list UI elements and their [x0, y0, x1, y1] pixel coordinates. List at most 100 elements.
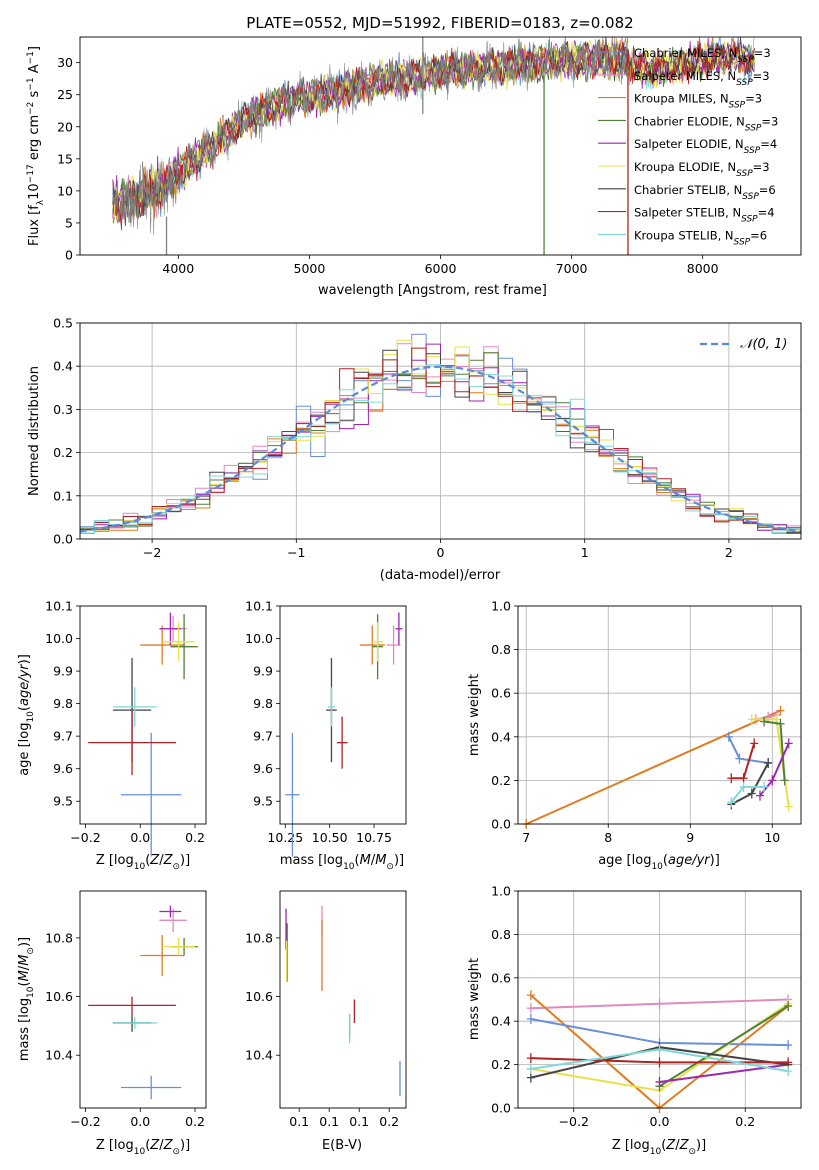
label-segment: Z [163, 853, 174, 868]
label-segment: ( [661, 1138, 666, 1153]
tick-label-x: 10.75 [356, 830, 392, 845]
y-axis-label: Normed distribution [27, 366, 42, 496]
tick-label-x: 2 [725, 545, 733, 560]
label-segment: Kroupa STELIB, N [634, 228, 734, 242]
tick-label-y: 15 [57, 151, 73, 166]
tick-label-y: 9.5 [53, 794, 73, 809]
weight-line [763, 720, 786, 781]
axes-frame [79, 36, 802, 256]
tick-label-y: 10.6 [45, 989, 73, 1004]
tick-label-x: 0 [437, 545, 445, 560]
label-segment: / [17, 965, 32, 970]
tick-label-y: 10.1 [245, 599, 273, 614]
x-axis-label: wavelength [Angstrom, rest frame] [318, 283, 547, 298]
plot-area [112, 37, 755, 255]
axes-frame [79, 322, 802, 540]
label-segment: Z [log [96, 853, 134, 868]
label-segment: =3 [745, 92, 762, 106]
label-segment: Chabrier ELODIE, N [634, 114, 745, 128]
label-segment: ⊙ [688, 1147, 696, 1157]
tick-label-x: 10.50 [312, 830, 348, 845]
tick-label-x: 10.25 [267, 830, 303, 845]
label-segment: age/yr [17, 663, 32, 706]
weight-marker [735, 753, 744, 764]
axes-frame [279, 605, 407, 825]
tick-label-x: 0.0 [650, 1114, 670, 1129]
weight-marker [526, 990, 535, 1001]
panel-spectrum: 4000 5000 6000 7000 8000 0 5 10 15 20 25 30 Chabrier… [26, 36, 802, 298]
label-segment: / [371, 853, 376, 868]
label-segment: ⊙ [26, 947, 36, 955]
label-segment: M [360, 853, 371, 868]
panel-residuals: −2 −1 0 1 2 0.0 0.1 0.2 0.3 0.4 0.5 𝒩(0, 1) (data-mo… [27, 316, 802, 583]
weight-marker [727, 797, 736, 808]
tick-label-y: 0.6 [491, 686, 511, 701]
legend-label: Chabrier STELIB, NSSP=6 [634, 183, 776, 202]
label-segment: s [27, 90, 42, 101]
label-segment: )] [180, 853, 190, 868]
label-segment: 10 [27, 183, 42, 200]
label-segment: SSP [737, 55, 754, 65]
legend-label: Chabrier MILES, NSSP=3 [634, 46, 771, 65]
legend-label: Salpeter MILES, NSSP=3 [634, 69, 770, 88]
tick-label-x: 0.0 [130, 830, 150, 845]
x-axis-label: E(B-V) [322, 1138, 362, 1153]
x-axis-label: Z [log10(Z/Z⊙)] [96, 1138, 190, 1157]
legend-label: Kroupa ELODIE, NSSP=3 [634, 160, 770, 179]
weight-marker [526, 1072, 535, 1083]
tick-label-y: 9.9 [53, 664, 73, 679]
tick-label-y: 9.6 [253, 761, 273, 776]
tick-label-y: 0.5 [53, 316, 73, 331]
label-segment: −2 [26, 102, 36, 115]
figure-title: PLATE=0552, MJD=51992, FIBERID=0183, z=0… [246, 14, 633, 32]
label-segment: age/yr [668, 853, 711, 868]
tick-label-y: 9.5 [253, 794, 273, 809]
weight-marker [655, 1057, 664, 1068]
label-segment: =6 [759, 183, 776, 197]
tick-label-x: −2 [143, 545, 161, 560]
label-segment: Salpeter STELIB, N [634, 206, 741, 220]
tick-label-x: 4000 [162, 261, 194, 276]
label-segment: ( [145, 853, 150, 868]
tick-label-y: 10.8 [45, 930, 73, 945]
label-segment: SSP [744, 146, 761, 156]
tick-label-y: 9.7 [253, 729, 273, 744]
weight-marker [655, 1076, 664, 1087]
tick-label-x: 0.2 [379, 1114, 399, 1129]
label-segment: )] [696, 1138, 706, 1153]
tick-label-x: 7 [522, 830, 530, 845]
label-segment: / [675, 1138, 680, 1153]
tick-label-y: 10.0 [245, 631, 273, 646]
label-segment: ] [27, 46, 42, 51]
label-segment: SSP [729, 101, 746, 111]
tick-label-x: 0.2 [735, 1114, 755, 1129]
label-segment: M [17, 970, 32, 981]
weight-marker [784, 801, 793, 812]
panel-age-vs-Z: −0.2 0.0 0.29.59.69.79.89.910.010.1Z [log1… [17, 599, 207, 872]
tick-label-y: 25 [57, 87, 73, 102]
label-segment: =4 [758, 206, 775, 220]
y-axis-label: mass weight [467, 674, 482, 756]
y-axis-label: Flux [fλ10−17 erg cm−2 s−1 A−1] [26, 46, 46, 246]
tick-label-y: 0.1 [53, 488, 73, 503]
label-segment: A [27, 64, 42, 77]
label-segment: age [log [17, 723, 32, 776]
label-segment: Chabrier MILES, N [634, 46, 737, 60]
tick-label-y: 0.4 [53, 359, 73, 374]
weight-marker [776, 718, 785, 729]
axes-frame [79, 605, 207, 825]
tick-label-y: 0.0 [53, 532, 73, 547]
weight-marker [760, 716, 769, 727]
label-segment: ( [663, 853, 668, 868]
weight-marker [724, 731, 733, 742]
label-segment: SSP [736, 78, 753, 88]
label-segment: 10 [343, 862, 355, 872]
weight-marker [747, 714, 756, 725]
model-spectrum-line [112, 40, 755, 231]
label-segment: )] [17, 654, 32, 664]
label-segment: =4 [760, 137, 777, 151]
legend-label: Kroupa STELIB, NSSP=6 [634, 228, 767, 247]
label-segment: =3 [754, 46, 771, 60]
label-segment: 10 [134, 1147, 146, 1157]
